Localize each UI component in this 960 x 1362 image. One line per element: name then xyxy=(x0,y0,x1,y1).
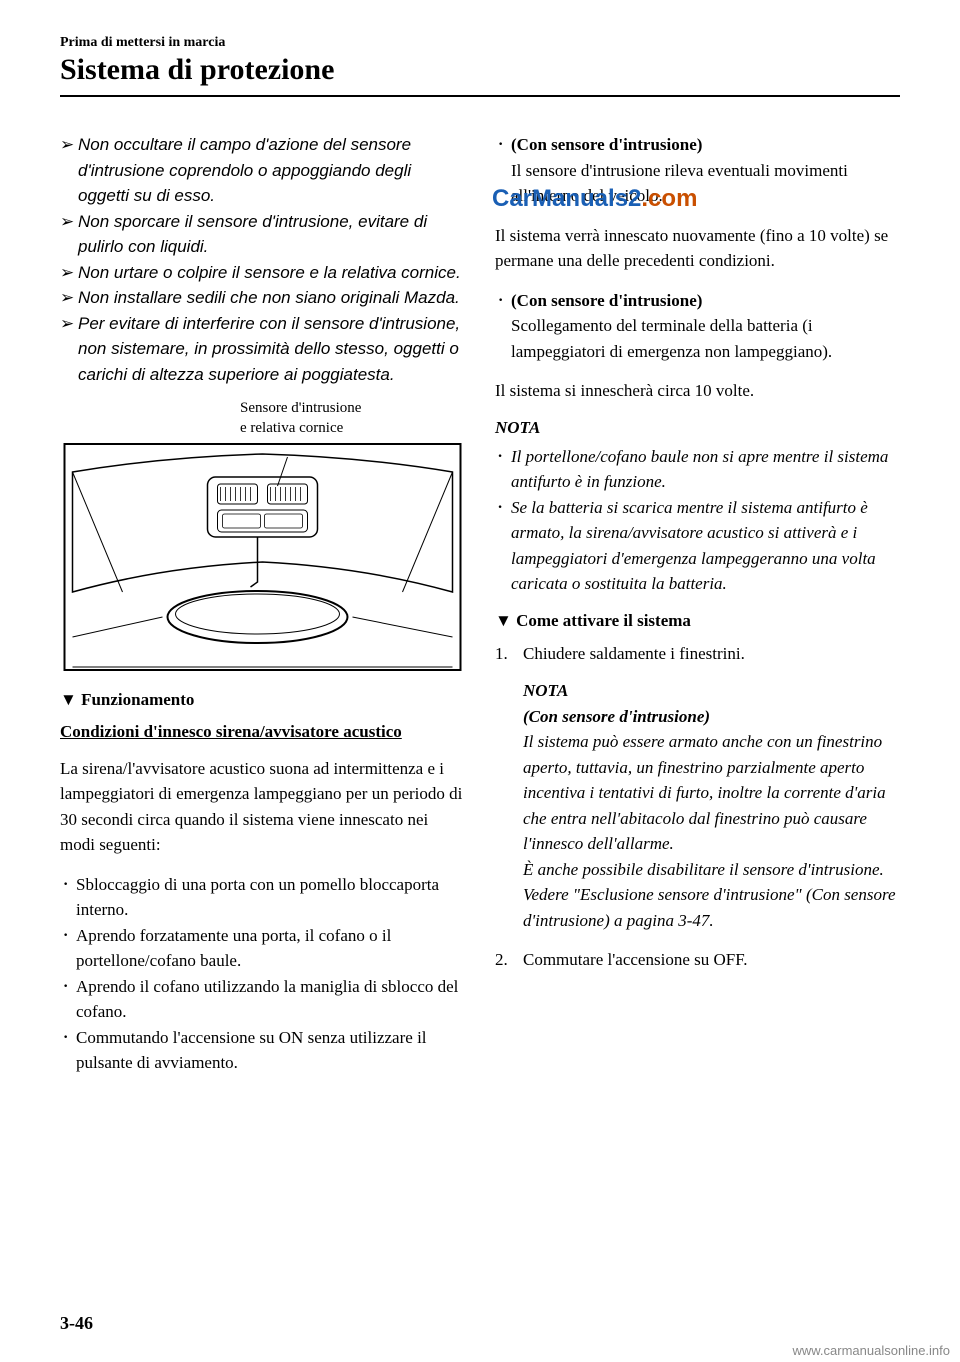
step-nota: NOTA (Con sensore d'intrusione) Il siste… xyxy=(523,678,900,933)
sensor-diagram xyxy=(60,442,465,672)
nota-heading: NOTA xyxy=(495,418,900,438)
warning-item: Non occultare il campo d'azione del sens… xyxy=(60,132,465,209)
page-number: 3-46 xyxy=(60,1313,93,1334)
diagram-caption: Sensore d'intrusione e relativa cornice xyxy=(240,399,465,438)
nota-item: Il portellone/cofano baule non si apre m… xyxy=(495,444,900,495)
sensor-list: (Con sensore d'intrusione) Il sensore d'… xyxy=(495,132,900,209)
right-column: (Con sensore d'intrusione) Il sensore d'… xyxy=(495,132,900,1090)
trigger-item: Sbloccaggio di una porta con un pomello … xyxy=(60,872,465,923)
sensor-text: Scollegamento del terminale della batter… xyxy=(511,316,832,361)
warning-item: Non installare sedili che non siano orig… xyxy=(60,285,465,311)
left-column: Non occultare il campo d'azione del sens… xyxy=(60,132,465,1090)
sensor-text: Il sensore d'intrusione rileva eventuali… xyxy=(511,161,848,206)
body-text: Il sistema verrà innescato nuovamente (f… xyxy=(495,223,900,274)
subsection-activate: Come attivare il sistema xyxy=(495,611,900,631)
nota-item: Se la batteria si scarica mentre il sist… xyxy=(495,495,900,597)
nota-list: Il portellone/cofano baule non si apre m… xyxy=(495,444,900,597)
body-text: Il sistema si innescherà circa 10 volte. xyxy=(495,378,900,404)
trigger-item: Aprendo forzatamente una porta, il cofan… xyxy=(60,923,465,974)
trigger-item: Aprendo il cofano utilizzando la manigli… xyxy=(60,974,465,1025)
steps-list: Chiudere saldamente i finestrini. NOTA (… xyxy=(495,641,900,973)
warning-item: Non urtare o colpire il sensore e la rel… xyxy=(60,260,465,286)
sensor-item: (Con sensore d'intrusione) Scollegamento… xyxy=(495,288,900,365)
warning-item: Non sporcare il sensore d'intrusione, ev… xyxy=(60,209,465,260)
warning-item: Per evitare di interferire con il sensor… xyxy=(60,311,465,388)
sensor-title: (Con sensore d'intrusione) xyxy=(511,291,702,310)
condition-heading: Condizioni d'innesco sirena/avvisatore a… xyxy=(60,720,465,744)
body-text: La sirena/l'avvisatore acustico suona ad… xyxy=(60,756,465,858)
nota-title: NOTA xyxy=(523,678,900,704)
trigger-item: Commutando l'accensione su ON senza util… xyxy=(60,1025,465,1076)
header-chapter: Prima di mettersi in marcia xyxy=(60,35,900,51)
warning-list: Non occultare il campo d'azione del sens… xyxy=(60,132,465,387)
subsection-funzionamento: Funzionamento xyxy=(60,690,465,710)
sensor-item: (Con sensore d'intrusione) Il sensore d'… xyxy=(495,132,900,209)
header-title: Sistema di protezione xyxy=(60,53,900,87)
content-columns: Non occultare il campo d'azione del sens… xyxy=(60,132,900,1090)
trigger-list: Sbloccaggio di una porta con un pomello … xyxy=(60,872,465,1076)
diagram-svg xyxy=(60,442,465,672)
nota-body: Il sistema può essere armato anche con u… xyxy=(523,729,900,933)
step-item: Chiudere saldamente i finestrini. NOTA (… xyxy=(495,641,900,934)
sensor-title: (Con sensore d'intrusione) xyxy=(511,135,702,154)
footer-url: www.carmanualsonline.info xyxy=(792,1343,950,1358)
step-text: Chiudere saldamente i finestrini. xyxy=(523,644,745,663)
step-item: Commutare l'accensione su OFF. xyxy=(495,947,900,973)
step-text: Commutare l'accensione su OFF. xyxy=(523,950,748,969)
page-header: Prima di mettersi in marcia Sistema di p… xyxy=(60,35,900,97)
sensor-list-2: (Con sensore d'intrusione) Scollegamento… xyxy=(495,288,900,365)
nota-subtitle: (Con sensore d'intrusione) xyxy=(523,704,900,730)
